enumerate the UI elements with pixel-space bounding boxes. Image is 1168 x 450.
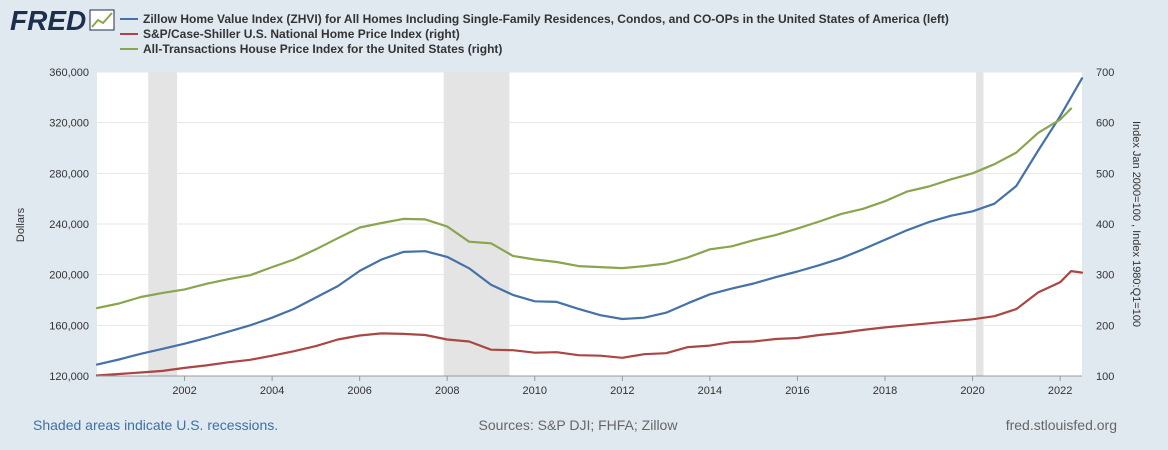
- x-tick-label: 2016: [785, 385, 809, 397]
- y-right-tick-label: 100: [1096, 371, 1114, 383]
- fred-url-link[interactable]: fred.stlouisfed.org: [1006, 417, 1117, 433]
- x-tick-label: 2006: [347, 385, 371, 397]
- legend-label-case-shiller: S&P/Case-Shiller U.S. National Home Pric…: [143, 27, 460, 41]
- legend-item-zhvi[interactable]: Zillow Home Value Index (ZHVI) for All H…: [120, 12, 949, 26]
- chart-logo-icon: [89, 9, 115, 31]
- y-axis-right: 100 200 300 400 500 600 700: [1096, 67, 1114, 383]
- x-tick-label: 2018: [873, 385, 897, 397]
- y-right-tick-label: 200: [1096, 320, 1114, 332]
- x-axis: 2002 2004 2006 2008 2010 2012 2014 2016 2018 2020…: [97, 375, 1082, 397]
- y-left-tick-label: 320,000: [49, 118, 89, 130]
- legend: Zillow Home Value Index (ZHVI) for All H…: [120, 12, 949, 56]
- y-left-tick-label: 360,000: [49, 67, 89, 79]
- y-right-tick-label: 600: [1096, 118, 1114, 130]
- legend-item-all-transactions[interactable]: All-Transactions House Price Index for t…: [120, 42, 502, 56]
- fred-logo[interactable]: FRED: [10, 5, 115, 36]
- x-tick-label: 2020: [960, 385, 984, 397]
- y-axis-left: 120,000 160,000 200,000 240,000 280,000 320,0…: [49, 67, 89, 383]
- y-left-tick-label: 240,000: [49, 219, 89, 231]
- series-line-zhvi[interactable]: [95, 77, 1084, 366]
- x-tick-label: 2002: [172, 385, 196, 397]
- y-left-tick-label: 280,000: [49, 168, 89, 180]
- x-tick-label: 2012: [610, 385, 634, 397]
- y-axis-left-title: Dollars: [15, 207, 27, 242]
- x-tick-label: 2022: [1048, 385, 1072, 397]
- x-tick-label: 2010: [523, 385, 547, 397]
- x-tick-label: 2014: [698, 385, 722, 397]
- sources-note: Sources: S&P DJI; FHFA; Zillow: [479, 417, 679, 433]
- legend-item-case-shiller[interactable]: S&P/Case-Shiller U.S. National Home Pric…: [120, 27, 460, 41]
- y-left-tick-label: 200,000: [49, 270, 89, 282]
- series-line-case-shiller[interactable]: [95, 270, 1084, 377]
- x-tick-label: 2008: [435, 385, 459, 397]
- y-right-tick-label: 400: [1096, 219, 1114, 231]
- legend-label-zhvi: Zillow Home Value Index (ZHVI) for All H…: [143, 12, 949, 26]
- y-right-tick-label: 300: [1096, 270, 1114, 282]
- y-right-tick-label: 700: [1096, 67, 1114, 79]
- x-tick-label: 2004: [260, 385, 284, 397]
- series-line-all-transactions[interactable]: [95, 107, 1073, 310]
- y-right-tick-label: 500: [1096, 168, 1114, 180]
- fred-logo-text: FRED: [10, 5, 86, 36]
- y-left-tick-label: 120,000: [49, 371, 89, 383]
- series-lines: [95, 77, 1084, 377]
- y-axis-right-title: Index Jan 2000=100 , Index 1980:Q1=100: [1130, 121, 1142, 327]
- y-left-tick-label: 160,000: [49, 320, 89, 332]
- recession-note: Shaded areas indicate U.S. recessions.: [33, 417, 278, 433]
- legend-label-all-transactions: All-Transactions House Price Index for t…: [143, 42, 502, 56]
